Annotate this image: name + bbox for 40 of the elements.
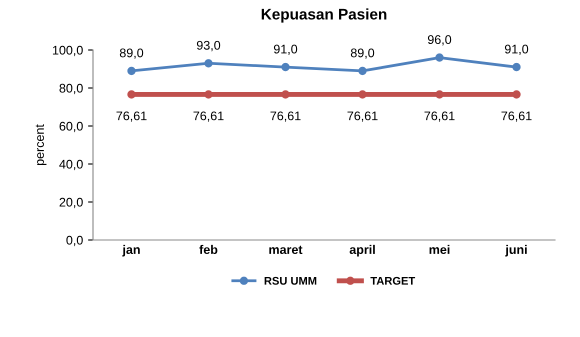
- x-tick-label: juni: [505, 244, 527, 257]
- point: [281, 90, 290, 99]
- point: [127, 90, 136, 99]
- data-label: 76,61: [116, 111, 147, 122]
- legend-label: TARGET: [370, 276, 416, 285]
- data-label: 91,0: [504, 44, 528, 55]
- point: [512, 62, 521, 72]
- y-tick-label: 60,0: [60, 122, 83, 132]
- y-tick-label: 40,0: [59, 160, 83, 170]
- point: [204, 59, 213, 68]
- point: [358, 90, 367, 99]
- y-tick-label: 0,0: [66, 236, 83, 246]
- x-tick-label: april: [350, 244, 375, 257]
- x-tick-label: maret: [269, 246, 302, 254]
- x-tick-label: jan: [122, 244, 140, 257]
- y-axis-title: percent: [36, 124, 46, 166]
- y-tick-label: 100,0: [52, 46, 83, 56]
- x-tick-label: feb: [199, 244, 218, 254]
- point: [127, 66, 136, 76]
- data-label: 96,0: [428, 35, 452, 46]
- data-label: 89,0: [120, 48, 144, 59]
- point: [435, 53, 444, 62]
- data-label: 76,61: [424, 111, 455, 122]
- chart-title: Kepuasan Pasien: [262, 8, 386, 23]
- data-label: 76,61: [194, 111, 224, 122]
- point: [281, 62, 290, 72]
- y-tick-label: 80,0: [59, 84, 83, 94]
- data-label: 76,61: [348, 111, 378, 122]
- data-label: 93,0: [196, 40, 220, 52]
- x-tick-label: mei: [430, 244, 450, 254]
- point: [435, 90, 444, 99]
- data-label: 76,61: [502, 111, 532, 122]
- data-label: 76,61: [270, 111, 301, 122]
- point: [204, 90, 213, 99]
- data-label: 91,0: [274, 44, 298, 55]
- legend-label: RSU UMM: [264, 276, 316, 285]
- y-tick-label: 20,0: [60, 198, 83, 208]
- point: [358, 66, 367, 76]
- point: [512, 90, 521, 99]
- data-label: 89,0: [350, 48, 374, 59]
